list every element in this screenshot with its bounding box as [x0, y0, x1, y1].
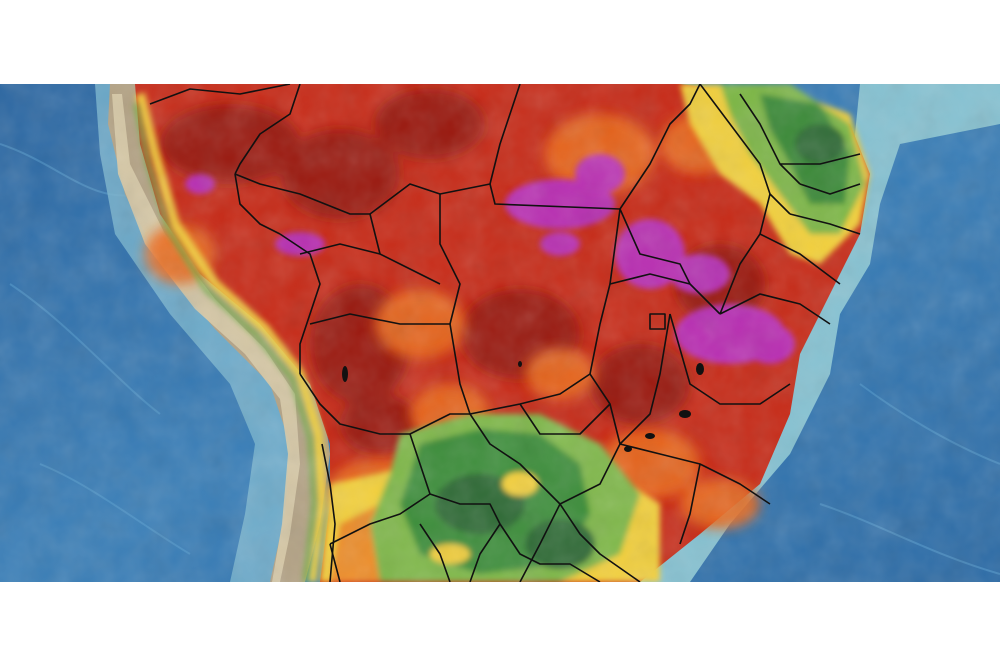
weather-map — [0, 84, 1000, 582]
texture-overlay — [0, 84, 1000, 582]
map-canvas — [0, 84, 1000, 582]
dark-lake-features — [342, 361, 704, 452]
political-borders — [149, 84, 861, 582]
